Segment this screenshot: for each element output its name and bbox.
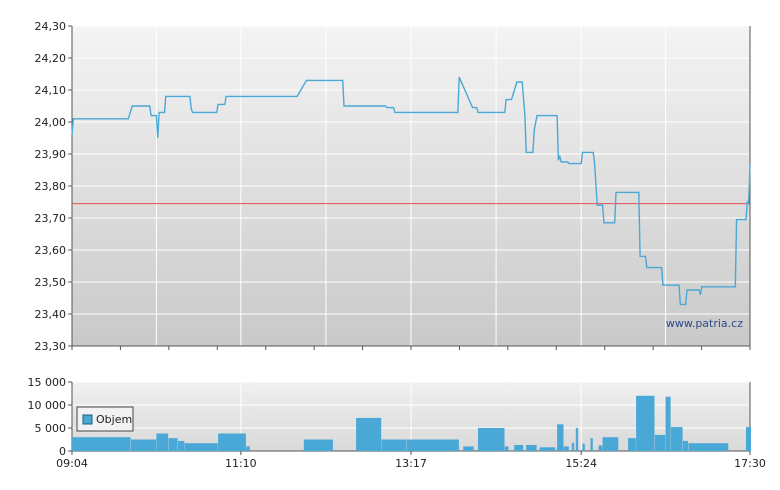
price-y-tick-label: 23,60 [35, 244, 67, 257]
price-y-tick-label: 24,30 [35, 20, 67, 33]
volume-bar [665, 396, 671, 451]
price-y-tick-label: 23,90 [35, 148, 67, 161]
volume-bar [636, 395, 655, 451]
price-panel: 24,30 24,20 24,10 24,00 23,90 23,80 23,70 23,60… [35, 20, 751, 353]
volume-bar [590, 438, 593, 451]
volume-bar [478, 428, 505, 451]
price-y-tick-label: 23,30 [35, 340, 67, 353]
volume-bar [514, 445, 524, 451]
price-y-tick-label: 23,80 [35, 180, 67, 193]
volume-bar [381, 439, 407, 451]
volume-y-tick-label: 5 000 [35, 422, 67, 435]
volume-bars [72, 395, 751, 451]
volume-bar [670, 427, 683, 451]
watermark: www.patria.cz [666, 317, 743, 330]
price-y-axis: 24,30 24,20 24,10 24,00 23,90 23,80 23,70 23,60… [35, 20, 72, 353]
volume-x-tick-label: 11:10 [225, 457, 257, 470]
volume-bar [303, 439, 333, 451]
volume-x-tick-label: 15:24 [565, 457, 597, 470]
price-x-ticks [71, 346, 751, 350]
volume-bar [598, 445, 603, 451]
price-y-tick-label: 23,70 [35, 212, 67, 225]
volume-bar [246, 446, 250, 451]
volume-panel: 15 000 10 000 5 000 0 09:04 11:10 13:17 15:24 1… [28, 376, 766, 470]
volume-bar [688, 443, 729, 451]
volume-bar [602, 437, 619, 451]
volume-bar [557, 424, 564, 451]
price-y-tick-label: 24,00 [35, 116, 67, 129]
volume-x-tick-label: 17:30 [734, 457, 766, 470]
volume-bar [654, 434, 666, 451]
volume-bar [218, 433, 246, 451]
volume-bar [563, 446, 569, 451]
volume-bar [504, 446, 509, 451]
legend-swatch [82, 414, 93, 425]
volume-y-tick-label: 10 000 [28, 399, 67, 412]
volume-bar [683, 440, 688, 451]
volume-y-axis: 15 000 10 000 5 000 0 [28, 376, 72, 458]
volume-bar [407, 439, 459, 451]
volume-bar [177, 440, 185, 451]
volume-bar [539, 447, 556, 451]
legend: Objem [76, 406, 134, 432]
volume-bar [746, 427, 751, 451]
volume-bar [131, 439, 157, 451]
price-y-tick-label: 24,10 [35, 84, 67, 97]
legend-label: Objem [96, 413, 132, 426]
volume-x-tick-label: 09:04 [56, 457, 88, 470]
volume-bar [184, 443, 218, 451]
price-y-tick-label: 23,40 [35, 308, 67, 321]
volume-bar [72, 437, 131, 451]
volume-x-tick-label: 13:17 [395, 457, 427, 470]
volume-bar [156, 433, 169, 451]
volume-bar [463, 446, 474, 451]
volume-y-tick-label: 15 000 [28, 376, 67, 389]
volume-bar [168, 438, 178, 451]
price-y-tick-label: 24,20 [35, 52, 67, 65]
price-series-line [71, 76, 751, 306]
volume-bar [582, 443, 585, 451]
volume-bar [356, 417, 382, 451]
volume-y-tick-label: 0 [59, 445, 66, 458]
volume-bar [571, 442, 575, 451]
price-y-tick-label: 23,50 [35, 276, 67, 289]
volume-bar [526, 445, 537, 451]
volume-bar [575, 428, 579, 451]
volume-x-axis: 09:04 11:10 13:17 15:24 17:30 [56, 451, 766, 470]
volume-bar [628, 438, 636, 451]
